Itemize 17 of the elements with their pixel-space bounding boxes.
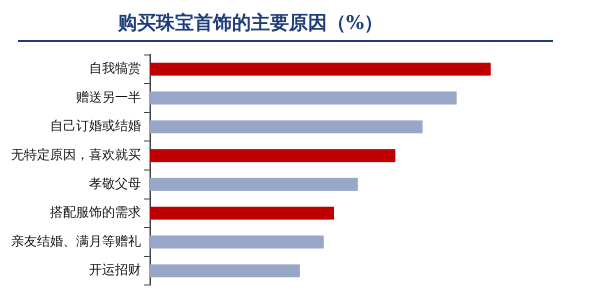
y-tick-label: 搭配服饰的需求 xyxy=(50,206,141,221)
bar xyxy=(150,149,396,162)
bar xyxy=(150,178,358,191)
y-tick-label: 自我犒赏 xyxy=(89,62,141,77)
y-tick-label: 自己订婚或结婚 xyxy=(50,119,141,134)
bar xyxy=(150,236,324,248)
bar xyxy=(150,62,491,76)
y-tick-label: 赠送另一半 xyxy=(76,90,141,106)
bar xyxy=(150,264,300,278)
y-tick-label: 无特定原因，喜欢就买 xyxy=(11,148,141,163)
bar xyxy=(150,92,457,104)
chart-title: 购买珠宝首饰的主要原因（%） xyxy=(118,11,384,36)
bar xyxy=(150,206,334,220)
y-tick-label: 孝敬父母 xyxy=(89,176,141,192)
bar xyxy=(150,120,423,134)
y-tick-label: 亲友结婚、满月等赠礼 xyxy=(11,234,141,250)
y-tick-label: 开运招财 xyxy=(89,263,141,278)
